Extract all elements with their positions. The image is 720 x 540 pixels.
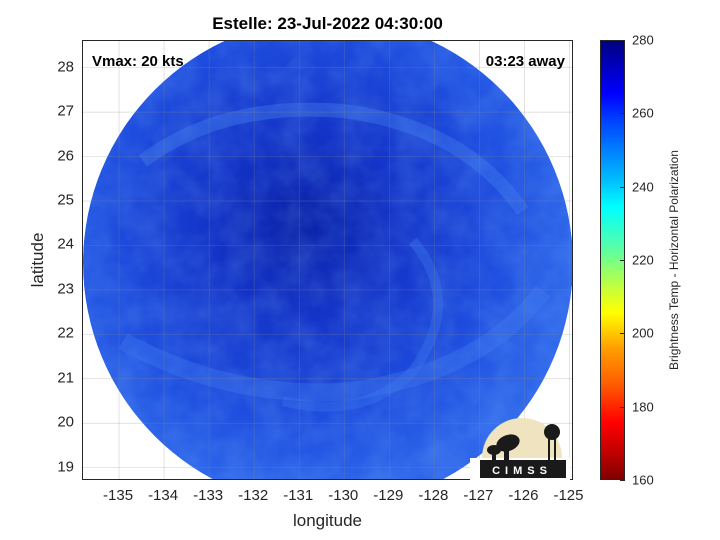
x-tick-label: -129 xyxy=(373,487,404,504)
colorbar-tick-label: 240 xyxy=(632,179,654,195)
colorbar-tick-mark xyxy=(620,260,625,261)
x-tick-label: -133 xyxy=(193,487,224,504)
y-axis-label: latitude xyxy=(28,232,47,288)
x-tick-label: -128 xyxy=(418,487,449,504)
colorbar-tick-label: 180 xyxy=(632,399,654,415)
map-title: Estelle: 23-Jul-2022 04:30:00 xyxy=(212,14,443,33)
y-tick-label: 26 xyxy=(57,147,74,165)
y-tick-label: 20 xyxy=(57,413,74,431)
vmax-label: Vmax: 20 kts xyxy=(92,53,184,70)
colorbar-tick-label: 200 xyxy=(632,325,654,341)
y-tick-label: 24 xyxy=(57,235,74,253)
colorbar-label: Brightness Temp - Horizontal Polarizatio… xyxy=(667,150,681,370)
y-tick-label: 22 xyxy=(57,324,74,342)
colorbar-tick-label: 220 xyxy=(632,252,654,268)
colorbar-tick-mark xyxy=(620,406,625,408)
x-tick-label: -130 xyxy=(328,487,359,504)
x-tick-label: -135 xyxy=(103,487,134,504)
x-tick-label: -132 xyxy=(238,487,269,504)
y-tick-label: 21 xyxy=(57,369,74,387)
colorbar-tick-mark xyxy=(620,113,625,115)
colorbar-tick-label: 280 xyxy=(632,32,654,48)
x-axis-label: longitude xyxy=(292,511,362,530)
x-tick-label: -127 xyxy=(463,487,494,504)
colorbar-tick-mark xyxy=(620,186,625,188)
colorbar-tick-mark xyxy=(620,480,625,481)
colorbar-tick-label: 260 xyxy=(632,105,654,121)
colorbar-tick-mark xyxy=(620,40,625,41)
x-tick-label: -134 xyxy=(148,487,179,504)
x-tick-label: -125 xyxy=(553,487,584,504)
time-away-label: 03:23 away xyxy=(485,53,565,70)
cimss-logo: CIMSS xyxy=(470,418,570,480)
y-tick-label: 23 xyxy=(57,280,74,298)
logo-text: CIMSS xyxy=(492,465,552,477)
map-plot-area[interactable] xyxy=(82,40,573,480)
y-tick-label: 27 xyxy=(57,102,74,120)
colorbar-tick-mark xyxy=(620,333,625,335)
y-tick-label: 19 xyxy=(57,458,74,476)
x-tick-label: -131 xyxy=(283,487,314,504)
y-tick-label: 28 xyxy=(57,58,74,76)
y-tick-label: 25 xyxy=(57,191,74,209)
swath-canvas xyxy=(83,41,572,479)
x-tick-label: -126 xyxy=(508,487,539,504)
colorbar-tick-label: 160 xyxy=(632,472,654,488)
